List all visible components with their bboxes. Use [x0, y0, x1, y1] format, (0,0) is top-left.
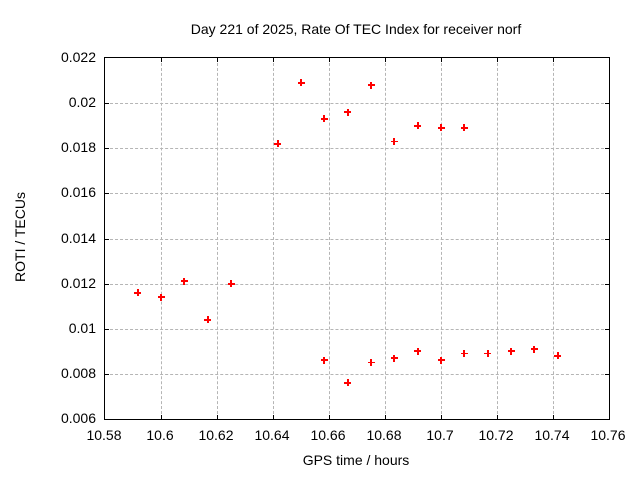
y-tick-mark	[605, 193, 609, 195]
x-tick-mark	[553, 58, 554, 62]
x-tick-mark	[273, 415, 274, 419]
data-point-plus-marker	[390, 137, 398, 145]
data-point-plus-marker	[530, 345, 538, 353]
x-tick-mark	[553, 415, 554, 419]
data-point-plus-marker	[297, 79, 305, 87]
x-tick-label: 10.76	[590, 427, 626, 443]
y-tick-mark	[105, 193, 109, 195]
x-tick-mark	[497, 415, 498, 419]
y-tick-mark	[105, 103, 109, 105]
x-tick-label: 10.62	[198, 427, 234, 443]
data-point-plus-marker	[390, 354, 398, 362]
y-tick-mark	[605, 148, 609, 150]
y-tick-label: 0.014	[60, 229, 96, 246]
data-point-plus-marker	[344, 108, 352, 116]
y-tick-mark	[105, 373, 109, 375]
data-point-plus-marker	[460, 124, 468, 132]
x-tick-label: 10.58	[86, 427, 122, 443]
data-point-plus-marker	[414, 347, 422, 355]
data-point-plus-marker	[180, 277, 188, 285]
x-axis-title: GPS time / hours	[302, 452, 410, 468]
x-tick-label: 10.74	[534, 427, 570, 443]
x-tick-label: 10.7	[426, 427, 454, 443]
y-tick-mark	[605, 103, 609, 105]
x-tick-mark	[217, 58, 218, 62]
data-point-plus-marker	[484, 350, 492, 358]
y-tick-label: 0.018	[60, 139, 96, 156]
y-tick-label: 0.006	[60, 410, 96, 426]
y-gridline	[105, 373, 609, 375]
x-tick-mark	[385, 415, 386, 419]
y-tick-mark	[105, 283, 109, 285]
y-tick-mark	[105, 238, 109, 240]
x-tick-label: 10.68	[366, 427, 402, 443]
y-gridline	[105, 148, 609, 150]
y-tick-label: 0.012	[60, 274, 96, 291]
y-tick-label: 0.016	[60, 184, 96, 201]
data-point-plus-marker	[320, 115, 328, 123]
data-point-plus-marker	[227, 280, 235, 288]
x-tick-mark	[497, 58, 498, 62]
data-point-plus-marker	[437, 356, 445, 364]
y-tick-mark	[605, 373, 609, 375]
y-gridline	[105, 103, 609, 105]
data-point-plus-marker	[367, 81, 375, 89]
data-point-plus-marker	[437, 124, 445, 132]
y-gridline	[105, 238, 609, 240]
y-tick-label: 0.008	[60, 364, 96, 381]
data-point-plus-marker	[204, 316, 212, 324]
y-tick-label: 0.01	[68, 319, 96, 336]
data-point-plus-marker	[554, 352, 562, 360]
y-tick-mark	[105, 148, 109, 150]
x-tick-mark	[161, 58, 162, 62]
data-point-plus-marker	[414, 122, 422, 130]
plot-area	[104, 57, 610, 420]
y-gridline	[105, 328, 609, 330]
y-tick-label: 0.022	[60, 49, 96, 65]
y-gridline	[105, 193, 609, 195]
data-point-plus-marker	[157, 293, 165, 301]
x-tick-mark	[385, 58, 386, 62]
y-gridline	[105, 283, 609, 285]
data-point-plus-marker	[344, 379, 352, 387]
data-point-plus-marker	[460, 350, 468, 358]
x-tick-mark	[217, 415, 218, 419]
data-point-plus-marker	[507, 347, 515, 355]
data-point-plus-marker	[367, 359, 375, 367]
y-tick-mark	[605, 328, 609, 330]
y-tick-mark	[605, 283, 609, 285]
x-tick-mark	[441, 58, 442, 62]
x-tick-mark	[329, 58, 330, 62]
chart-title: Day 221 of 2025, Rate Of TEC Index for r…	[190, 21, 522, 37]
x-tick-label: 10.6	[146, 427, 174, 443]
x-tick-mark	[441, 415, 442, 419]
x-tick-label: 10.64	[254, 427, 290, 443]
x-tick-mark	[161, 415, 162, 419]
data-point-plus-marker	[134, 289, 142, 297]
x-tick-mark	[273, 58, 274, 62]
x-tick-label: 10.66	[310, 427, 346, 443]
data-point-plus-marker	[320, 356, 328, 364]
y-tick-label: 0.02	[68, 94, 96, 111]
y-tick-mark	[605, 238, 609, 240]
x-tick-label: 10.72	[478, 427, 514, 443]
x-tick-mark	[329, 415, 330, 419]
data-point-plus-marker	[274, 140, 282, 148]
y-axis-title: ROTI / TECUs	[12, 192, 28, 282]
y-tick-mark	[105, 328, 109, 330]
